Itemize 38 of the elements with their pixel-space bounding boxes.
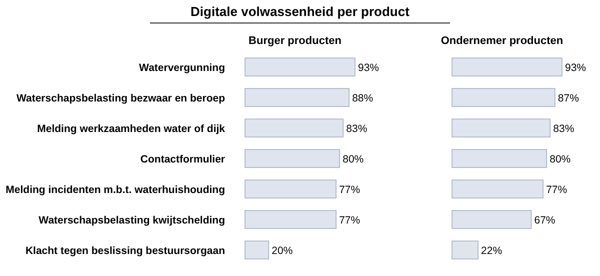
data-label: 93% bbox=[358, 62, 380, 74]
y-tick-label: Contactformulier bbox=[140, 154, 225, 166]
data-label: 77% bbox=[339, 184, 360, 196]
y-tick-label: Waterschapsbelasting kwijtschelding bbox=[38, 214, 225, 226]
y-tick-label: Melding werkzaamheden water of dijk bbox=[37, 123, 226, 135]
bar bbox=[244, 180, 336, 198]
data-label: 22% bbox=[481, 245, 502, 257]
bar bbox=[244, 118, 344, 138]
bar bbox=[452, 58, 562, 76]
data-label: 88% bbox=[352, 92, 374, 104]
data-label: 77% bbox=[339, 214, 360, 226]
chart-title: Digitale volwassenheid per product bbox=[190, 4, 410, 19]
y-tick-label: Watervergunning bbox=[139, 62, 225, 74]
data-label: 67% bbox=[534, 214, 556, 226]
chart-subtitle: Burger producten bbox=[248, 35, 342, 47]
data-label: 80% bbox=[342, 154, 364, 166]
bar bbox=[452, 149, 548, 168]
data-label: 87% bbox=[558, 92, 579, 104]
data-label: 93% bbox=[565, 62, 586, 74]
bar bbox=[244, 88, 350, 107]
data-label: 77% bbox=[546, 184, 568, 196]
bar bbox=[244, 210, 336, 229]
data-label: 80% bbox=[550, 154, 571, 166]
bar bbox=[452, 240, 478, 260]
y-tick-label: Klacht tegen beslissing bestuursorgaan bbox=[25, 245, 225, 257]
bar bbox=[452, 210, 532, 229]
bar bbox=[244, 240, 270, 260]
data-label: 20% bbox=[272, 245, 293, 257]
y-tick-label: Melding incidenten m.b.t. waterhuishouding bbox=[6, 184, 225, 196]
y-tick-label: Waterschapsbelasting bezwaar en beroep bbox=[16, 92, 225, 104]
bar bbox=[244, 149, 340, 168]
data-label: 83% bbox=[553, 123, 574, 135]
bar bbox=[452, 88, 556, 107]
bar bbox=[244, 58, 356, 76]
data-label: 83% bbox=[346, 123, 368, 135]
bar bbox=[452, 118, 551, 138]
bar bbox=[452, 180, 544, 198]
chart-title: Ondernemer producten bbox=[440, 35, 564, 47]
